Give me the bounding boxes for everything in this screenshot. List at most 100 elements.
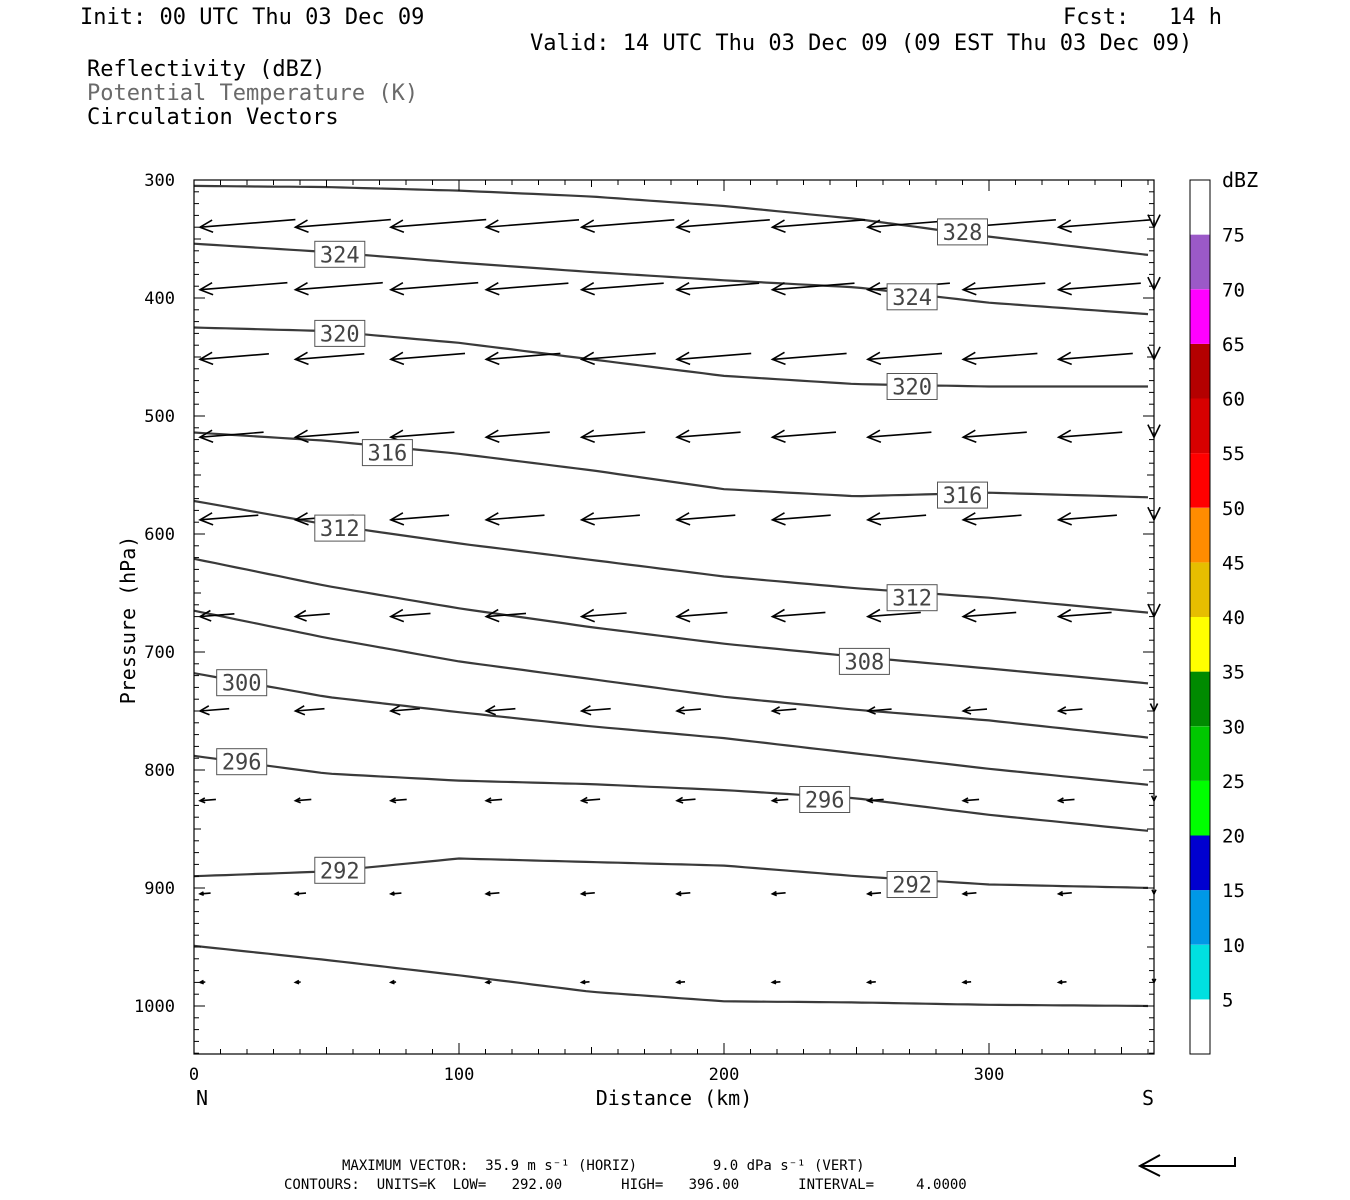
circulation-vector [293, 281, 383, 296]
circulation-vector [198, 512, 259, 526]
circulation-vector [579, 282, 664, 296]
contour-label: 296 [805, 789, 845, 814]
circulation-vector [293, 218, 391, 234]
circulation-vector [484, 705, 516, 716]
x-tick-label: 0 [189, 1065, 199, 1085]
circulation-vector [865, 979, 876, 985]
forecast-hour: 14 h [1169, 5, 1222, 30]
circulation-vector [865, 351, 943, 366]
x-axis-label: Distance (km) [596, 1086, 753, 1110]
valid-time: Valid: 14 UTC Thu 03 Dec 09 (09 EST Thu … [530, 31, 1193, 56]
circulation-vector [388, 608, 431, 623]
circulation-vector [484, 608, 527, 623]
contour-label-box [886, 373, 938, 400]
circulation-vector [484, 429, 550, 444]
max-vector-note: MAXIMUM VECTOR: 35.9 m s⁻¹ (HORIZ) 9.0 d… [342, 1158, 865, 1174]
x-left-end-label: N [196, 1086, 208, 1110]
contour-label-box [314, 319, 366, 347]
contour-label-box [838, 647, 890, 675]
contour-label-box [937, 218, 988, 246]
circulation-vector [675, 512, 736, 526]
circulation-vector [293, 609, 330, 622]
circulation-vector [293, 797, 312, 804]
circulation-vector [198, 609, 235, 622]
x-tick-label: 300 [974, 1065, 1005, 1085]
y-tick-label: 600 [144, 525, 175, 545]
circulation-vector [675, 429, 741, 444]
colorbar-label: 30 [1222, 716, 1245, 738]
circulation-vector [865, 706, 892, 715]
field-reflectivity: Reflectivity (dBZ) [87, 57, 326, 82]
contour-label-box [216, 748, 268, 776]
circulation-vector [770, 429, 837, 444]
contour-label-box [314, 240, 366, 268]
circulation-vector [1056, 282, 1141, 296]
theta-contour-328-0 [193, 184, 1149, 256]
contour-label: 328 [943, 221, 983, 246]
circulation-vector [388, 705, 420, 716]
init-time: Init: 00 UTC Thu 03 Dec 09 [80, 5, 425, 30]
circulation-vector [1056, 890, 1072, 897]
circulation-vector [388, 979, 397, 985]
circulation-vector [961, 282, 1046, 296]
x-tick-label: 200 [709, 1065, 740, 1085]
circulation-vector [1056, 351, 1133, 366]
y-tick-label: 900 [144, 879, 175, 899]
forecast-label: Fcst: [1063, 5, 1130, 30]
colorbar-label: 40 [1222, 607, 1245, 629]
colorbar-segment [1190, 780, 1210, 836]
colorbar-segment [1190, 180, 1210, 235]
contour-label-box [314, 856, 366, 884]
circulation-vector [675, 979, 686, 985]
colorbar-segment [1190, 453, 1210, 508]
circulation-vector [198, 797, 216, 804]
contour-label: 312 [892, 587, 932, 612]
contour-label: 316 [368, 442, 408, 467]
colorbar-label: 5 [1222, 989, 1233, 1011]
circulation-vector [293, 891, 307, 897]
circulation-vector [1056, 979, 1067, 985]
circulation-vector [865, 608, 921, 623]
circulation-vector [1056, 219, 1152, 234]
circulation-vector [579, 351, 656, 366]
colorbar-label: 20 [1222, 826, 1245, 848]
circulation-vector [579, 890, 595, 897]
circulation-vector [579, 429, 646, 444]
circulation-vector [579, 796, 601, 804]
circulation-vector [198, 218, 296, 234]
colorbar-label: 10 [1222, 935, 1245, 957]
y-tick-label: 500 [144, 407, 175, 427]
circulation-vector [579, 705, 611, 716]
colorbar-segment [1190, 507, 1210, 563]
colorbar-label: 15 [1222, 880, 1245, 902]
circulation-vector [484, 512, 545, 526]
contour-label: 324 [320, 243, 360, 268]
circulation-vector [198, 891, 211, 897]
circulation-vector [1056, 429, 1123, 444]
theta-contour-300-11 [193, 672, 1149, 786]
circulation-vector [675, 282, 760, 296]
circulation-vector [961, 890, 977, 897]
circulation-vector [484, 219, 580, 234]
circulation-vector [293, 705, 325, 716]
colorbar-segment [1190, 999, 1210, 1054]
circulation-vector [770, 608, 826, 623]
circulation-vector [579, 979, 590, 985]
contour-label: 300 [222, 672, 262, 697]
theta-contour-308-9 [193, 557, 1149, 685]
circulation-vector [388, 797, 407, 804]
y-axis-label: Pressure (hPa) [116, 536, 140, 705]
colorbar-segment [1190, 944, 1210, 1000]
plot-axes: 0 100 200 300 300 400 500 600 700 800 900 1000 [134, 171, 1155, 1085]
contour-label: 320 [892, 376, 932, 401]
colorbar-label: 50 [1222, 498, 1245, 520]
circulation-vector [198, 979, 206, 985]
y-tick-label: 400 [144, 289, 175, 309]
circulation-vector [675, 219, 770, 234]
circulation-vector [198, 705, 230, 716]
contour-label-box [886, 283, 938, 311]
field-potential-temperature: Potential Temperature (K) [87, 81, 419, 106]
circulation-vector [1056, 608, 1112, 623]
contour-label-box [937, 481, 988, 509]
